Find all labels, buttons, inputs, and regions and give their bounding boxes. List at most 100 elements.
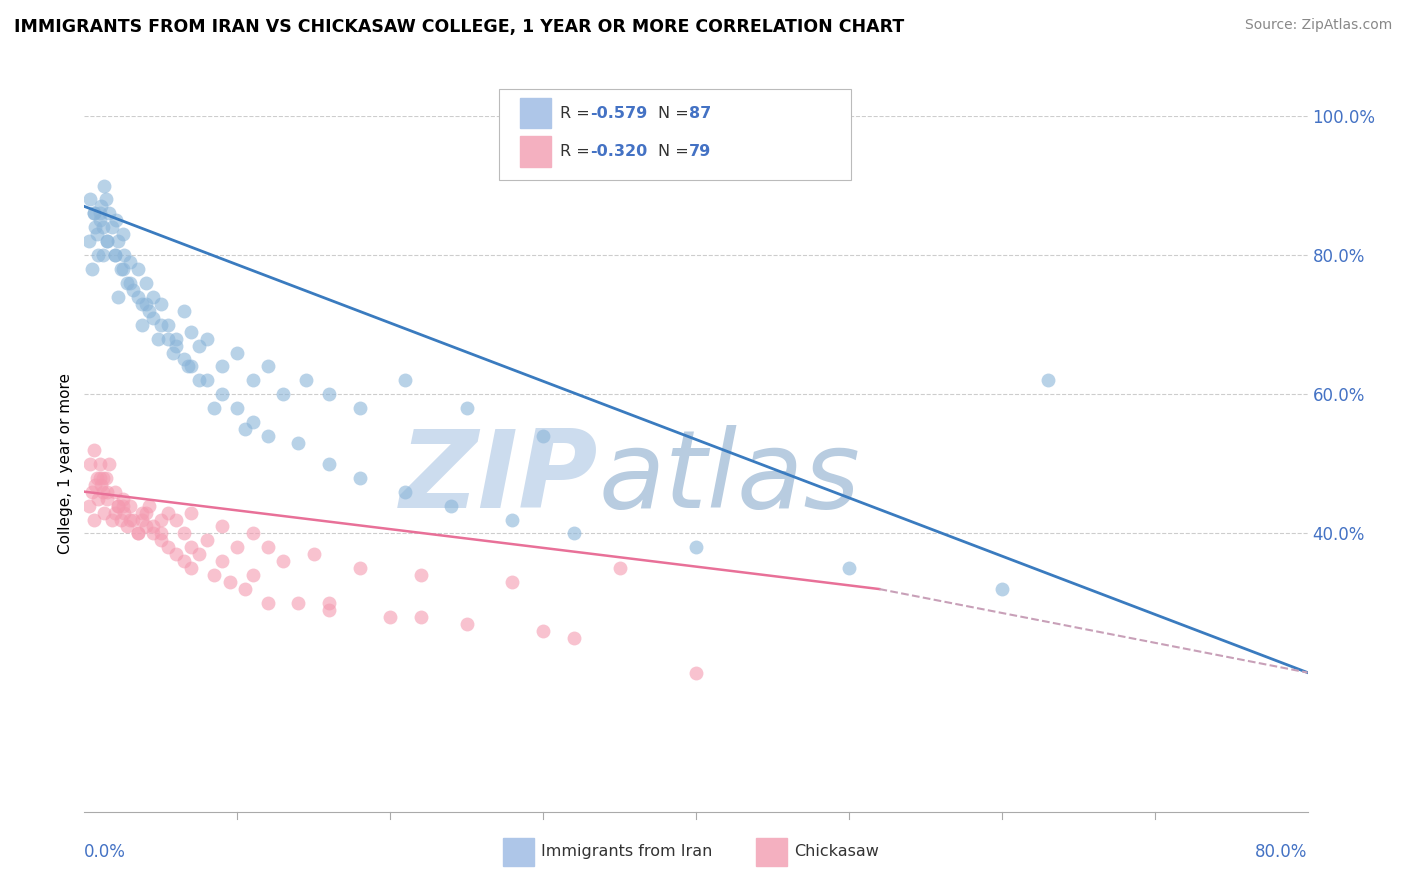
Point (456, 616, 478, 631)
Point (107, 290, 129, 304)
Point (531, 429, 554, 443)
Point (90, 477, 112, 491)
Point (226, 401, 249, 416)
Point (287, 436, 309, 450)
Point (195, 533, 218, 548)
Point (242, 415, 264, 429)
Point (110, 262, 132, 277)
Point (440, 499, 463, 513)
Text: IMMIGRANTS FROM IRAN VS CHICKASAW COLLEGE, 1 YEAR OR MORE CORRELATION CHART: IMMIGRANTS FROM IRAN VS CHICKASAW COLLEG… (14, 18, 904, 36)
Point (104, 248, 127, 262)
Point (120, 255, 142, 269)
Point (173, 526, 195, 541)
Point (89, 206, 111, 220)
Point (302, 547, 325, 561)
Point (394, 484, 416, 499)
Point (165, 547, 187, 561)
Point (195, 332, 218, 346)
Point (127, 526, 149, 541)
Point (501, 575, 523, 590)
Point (685, 665, 707, 680)
Point (127, 290, 149, 304)
Point (257, 541, 280, 555)
Point (257, 596, 280, 610)
Point (685, 541, 707, 555)
Point (149, 512, 172, 526)
Point (127, 526, 149, 541)
Point (1036, 373, 1059, 387)
Point (990, 582, 1012, 596)
Text: Chickasaw: Chickasaw (794, 845, 879, 859)
Point (131, 506, 153, 520)
Point (122, 283, 145, 297)
Point (180, 359, 202, 374)
Point (142, 519, 165, 533)
Point (318, 596, 340, 610)
Point (87, 248, 110, 262)
Point (84, 220, 107, 235)
Point (257, 429, 280, 443)
Point (211, 359, 233, 374)
Point (122, 512, 145, 526)
Point (149, 318, 172, 332)
Point (173, 303, 195, 318)
Point (218, 575, 240, 590)
Text: 79: 79 (689, 145, 711, 159)
Point (91, 248, 114, 262)
Point (96, 234, 118, 248)
Point (104, 506, 127, 520)
Point (180, 506, 202, 520)
Point (173, 554, 195, 568)
Point (180, 561, 202, 575)
Point (349, 471, 371, 485)
Point (135, 276, 157, 290)
Point (149, 297, 172, 311)
Point (84, 477, 107, 491)
Point (91, 220, 114, 235)
Text: 87: 87 (689, 106, 711, 120)
Point (91, 471, 114, 485)
Point (101, 220, 124, 235)
Point (89, 457, 111, 471)
Point (295, 373, 318, 387)
Point (188, 338, 211, 352)
Point (165, 512, 187, 526)
Point (287, 596, 309, 610)
Point (112, 506, 135, 520)
Point (177, 359, 200, 374)
Point (233, 422, 256, 436)
Point (271, 554, 294, 568)
Point (188, 547, 211, 561)
Point (90, 199, 112, 213)
Point (149, 533, 172, 548)
Point (211, 554, 233, 568)
Point (165, 332, 187, 346)
Point (135, 519, 157, 533)
Point (501, 512, 523, 526)
Point (531, 624, 554, 638)
Point (97, 457, 120, 471)
Point (838, 561, 860, 575)
Point (226, 541, 249, 555)
Point (94, 193, 117, 207)
Point (83, 512, 105, 526)
Point (138, 499, 160, 513)
Point (226, 345, 249, 359)
Text: atlas: atlas (598, 425, 860, 530)
Text: -0.320: -0.320 (591, 145, 648, 159)
Text: Source: ZipAtlas.com: Source: ZipAtlas.com (1244, 18, 1392, 32)
Point (80, 262, 103, 277)
Point (157, 541, 180, 555)
Point (93, 506, 115, 520)
Point (120, 512, 142, 526)
Point (83, 442, 105, 457)
Point (318, 457, 340, 471)
Point (242, 568, 264, 582)
Point (142, 526, 165, 541)
Text: Immigrants from Iran: Immigrants from Iran (541, 845, 713, 859)
Point (120, 499, 142, 513)
Point (257, 359, 280, 374)
Point (93, 178, 115, 193)
Point (131, 512, 153, 526)
Text: N =: N = (658, 145, 695, 159)
